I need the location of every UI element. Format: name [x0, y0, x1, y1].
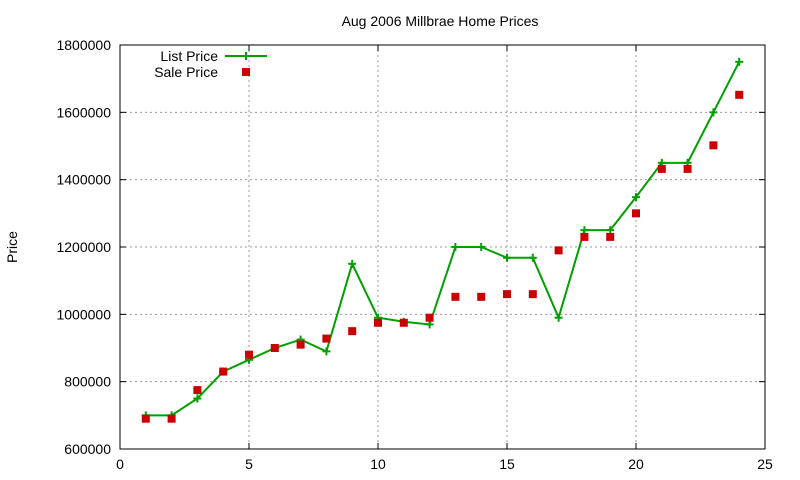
- sale-price-point: [141, 414, 150, 423]
- y-tick-label: 1200000: [56, 239, 111, 255]
- sale-price-point: [735, 90, 744, 99]
- list-price-point: [554, 313, 563, 322]
- list-price-point: [503, 253, 511, 262]
- sale-price-point: [709, 141, 718, 150]
- y-tick-label: 800000: [64, 374, 111, 390]
- list-price-point: [735, 57, 744, 66]
- x-tick-label: 25: [757, 456, 773, 472]
- sale-price-point: [374, 318, 382, 327]
- sale-price-point: [193, 386, 202, 395]
- legend-list-price-marker: [242, 52, 250, 60]
- x-tick-label: 15: [499, 456, 515, 472]
- y-tick-label: 1000000: [56, 306, 111, 322]
- label-layer: 0 5 10 15 20 25 600000 800000 1000000 1200000 1400…: [56, 37, 773, 472]
- list-price-line: [145, 61, 741, 417]
- series-layer: [141, 57, 744, 423]
- x-tick-label: 10: [370, 456, 386, 472]
- sale-price-point: [580, 232, 589, 241]
- sale-price-point: [399, 318, 408, 327]
- sale-price-point: [503, 290, 511, 299]
- list-price-point: [528, 253, 537, 262]
- legend-label-list-price: List Price: [160, 48, 218, 64]
- sale-price-point: [167, 414, 176, 423]
- sale-price-point: [477, 292, 486, 301]
- list-price-point: [709, 108, 718, 117]
- list-price-point: [425, 320, 434, 329]
- sale-price-point: [270, 344, 279, 352]
- grid-layer: [120, 45, 765, 449]
- list-price-point: [632, 193, 640, 202]
- sale-price-point: [348, 327, 357, 336]
- sale-price-point: [451, 292, 460, 301]
- sale-price-point: [683, 164, 692, 173]
- list-price-point: [477, 243, 486, 251]
- sale-price-point: [657, 164, 666, 173]
- sale-price-point: [528, 290, 537, 299]
- x-tick-label: 0: [116, 456, 124, 472]
- sale-price-point: [219, 367, 228, 376]
- sale-price-point: [425, 313, 434, 322]
- sale-price-point: [322, 334, 331, 343]
- x-tick-label: 5: [245, 456, 253, 472]
- sale-price-point: [632, 209, 640, 218]
- x-tick-label: 20: [628, 456, 644, 472]
- list-price-point: [193, 394, 202, 403]
- legend-label-sale-price: Sale Price: [154, 64, 218, 80]
- list-price-point: [322, 347, 331, 356]
- sale-price-point: [554, 246, 563, 255]
- list-price-point: [606, 226, 615, 235]
- y-tick-label: 1800000: [56, 37, 111, 53]
- sale-price-point: [296, 340, 305, 349]
- chart-title: Aug 2006 Millbrae Home Prices: [342, 13, 539, 29]
- legend-sale-price-marker: [242, 68, 250, 76]
- list-price-point: [348, 259, 357, 268]
- list-price-point: [451, 243, 460, 251]
- list-price-point: [580, 226, 589, 235]
- tick-layer: [119, 44, 766, 450]
- sale-price-point: [245, 350, 253, 359]
- y-axis-label: Price: [4, 231, 20, 263]
- sale-price-point: [606, 232, 615, 241]
- y-tick-label: 1400000: [56, 172, 111, 188]
- y-tick-label: 1600000: [56, 104, 111, 120]
- y-tick-label: 600000: [64, 441, 111, 457]
